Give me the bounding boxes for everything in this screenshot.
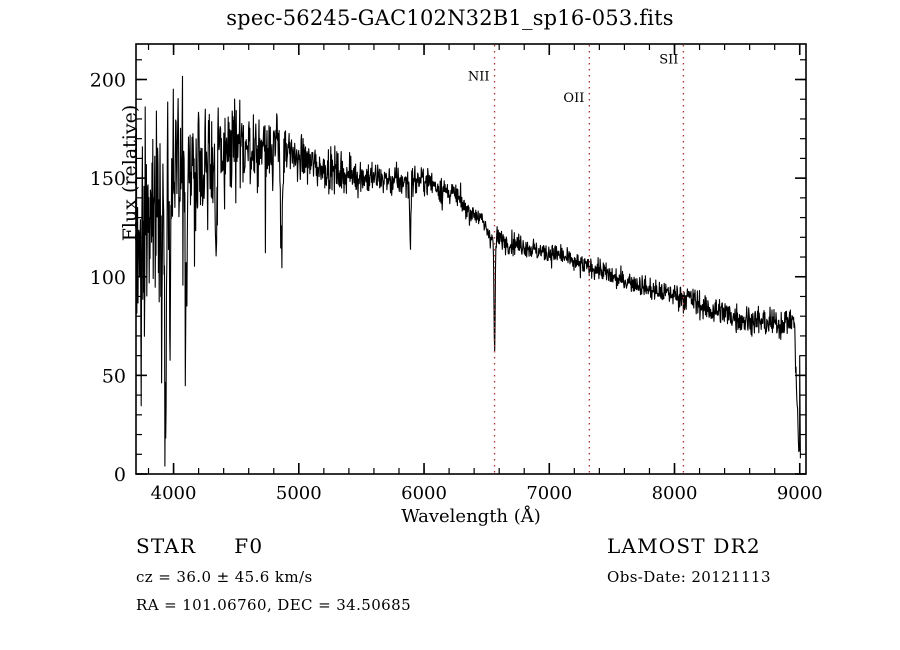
page-title: spec-56245-GAC102N32B1_sp16-053.fits bbox=[226, 6, 674, 30]
footer-left: STAR F0 cz = 36.0 ± 45.6 km/s RA = 101.06… bbox=[136, 534, 411, 624]
object-type: STAR bbox=[136, 534, 197, 558]
x-tick-label: 4000 bbox=[151, 483, 197, 504]
line-marker-label-oii: OII bbox=[563, 91, 584, 106]
x-tick-label: 9000 bbox=[777, 483, 823, 504]
survey-name: LAMOST DR2 bbox=[607, 534, 761, 558]
redshift-velocity-line: cz = 36.0 ± 45.6 km/s bbox=[136, 568, 313, 586]
x-axis-label: Wavelength (Å) bbox=[401, 506, 541, 527]
footer-right: LAMOST DR2 Obs-Date: 20121113 bbox=[607, 534, 771, 596]
x-tick-label: 5000 bbox=[276, 483, 322, 504]
x-tick-label: 7000 bbox=[526, 483, 572, 504]
spectrum-trace bbox=[136, 75, 801, 467]
x-tick-label: 6000 bbox=[401, 483, 447, 504]
line-marker-label-sii: SII bbox=[659, 52, 678, 67]
spectral-class: F0 bbox=[234, 534, 264, 558]
y-axis-label: Flux (relative) bbox=[119, 104, 141, 242]
y-tick-label: 150 bbox=[90, 168, 126, 190]
line-marker-label-nii: NII bbox=[468, 70, 490, 85]
y-tick-label: 50 bbox=[102, 365, 126, 387]
x-tick-label: 8000 bbox=[652, 483, 698, 504]
object-type-line: STAR F0 bbox=[136, 534, 411, 558]
y-tick-label: 200 bbox=[90, 70, 126, 92]
obs-date-line: Obs-Date: 20121113 bbox=[607, 568, 771, 586]
coordinates-line: RA = 101.06760, DEC = 34.50685 bbox=[136, 596, 412, 614]
y-tick-label: 100 bbox=[90, 267, 126, 289]
y-tick-label: 0 bbox=[114, 464, 126, 486]
plot-frame bbox=[135, 43, 807, 475]
